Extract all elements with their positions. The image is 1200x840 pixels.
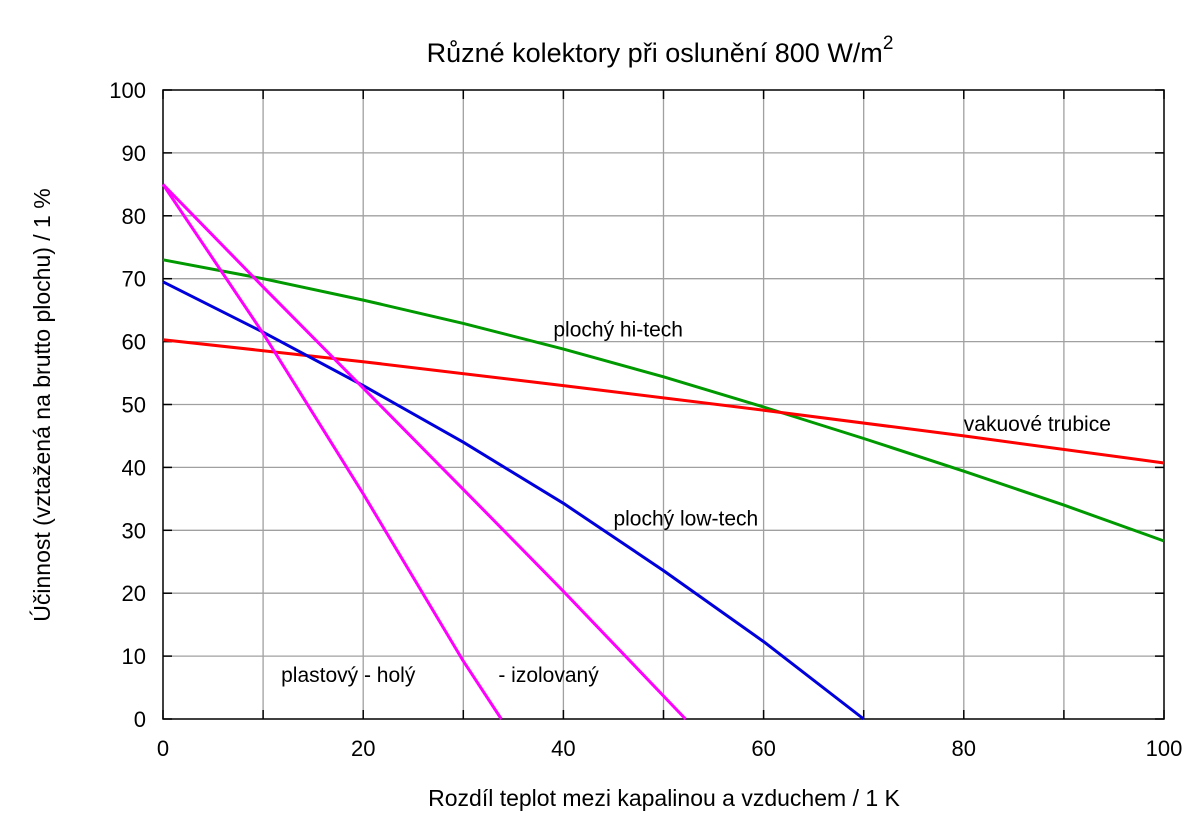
x-tick-label: 0 bbox=[157, 736, 169, 761]
series-line bbox=[161, 183, 503, 720]
x-tick-label: 20 bbox=[351, 736, 375, 761]
x-tick-label: 60 bbox=[751, 736, 775, 761]
x-tick-label: 80 bbox=[952, 736, 976, 761]
y-tick-label: 60 bbox=[122, 330, 146, 355]
series-line bbox=[162, 258, 1165, 543]
series-line bbox=[162, 338, 1165, 465]
y-tick-label: 70 bbox=[122, 267, 146, 292]
x-axis-title: Rozdíl teplot mezi kapalinou a vzduchem … bbox=[428, 785, 900, 811]
series-label: vakuové trubice bbox=[964, 413, 1111, 436]
x-tick-label: 40 bbox=[551, 736, 575, 761]
series-line bbox=[161, 183, 687, 721]
x-tick-label: 100 bbox=[1146, 736, 1183, 761]
series-label: plochý hi-tech bbox=[553, 319, 683, 342]
axis-ticks: 0 20 40 60 80 100 0 10 20 30 40 50 60 70 80 90 100 bbox=[109, 78, 1182, 761]
series-line bbox=[162, 280, 865, 721]
y-tick-label: 20 bbox=[122, 581, 146, 606]
y-axis-title: Účinnost (vztažená na brutto plochu) / 1… bbox=[29, 188, 55, 621]
series-label: plochý low-tech bbox=[613, 507, 758, 530]
y-tick-label: 50 bbox=[122, 393, 146, 418]
chart-title: Různé kolektory při oslunění 800 W/m2 bbox=[427, 33, 894, 68]
grid bbox=[163, 90, 1164, 719]
series-lines bbox=[161, 183, 1165, 721]
y-tick-label: 80 bbox=[122, 204, 146, 229]
series-label: - izolovaný bbox=[498, 664, 599, 687]
y-tick-label: 0 bbox=[134, 707, 146, 732]
y-tick-label: 100 bbox=[109, 78, 146, 103]
y-tick-label: 90 bbox=[122, 141, 146, 166]
series-label: plastový - holý bbox=[281, 664, 416, 687]
y-tick-label: 30 bbox=[122, 518, 146, 543]
y-tick-label: 10 bbox=[122, 644, 146, 669]
y-tick-label: 40 bbox=[122, 455, 146, 480]
series-labels: plochý hi-tech vakuové trubice plochý low-… bbox=[281, 319, 1111, 687]
